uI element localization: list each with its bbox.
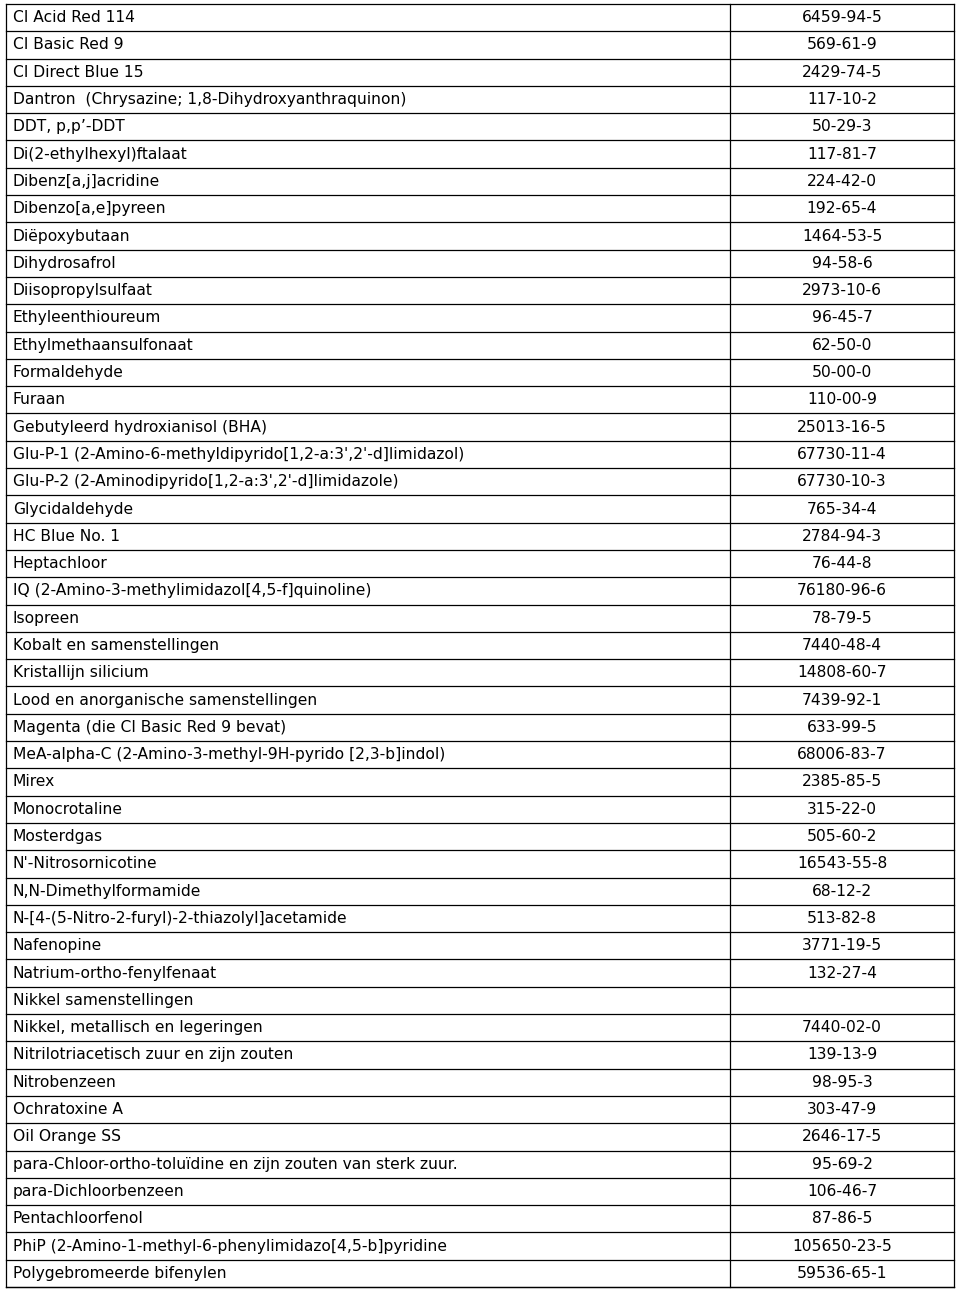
Text: 7439-92-1: 7439-92-1 — [802, 692, 882, 707]
Text: 67730-10-3: 67730-10-3 — [797, 474, 887, 489]
Text: Glu-P-2 (2-Aminodipyrido[1,2-a:3',2'-d]limidazole): Glu-P-2 (2-Aminodipyrido[1,2-a:3',2'-d]l… — [13, 474, 398, 489]
Text: IQ (2-Amino-3-methylimidazol[4,5-f]quinoline): IQ (2-Amino-3-methylimidazol[4,5-f]quino… — [13, 584, 372, 599]
Text: 87-86-5: 87-86-5 — [812, 1211, 873, 1226]
Text: Natrium-ortho-fenylfenaat: Natrium-ortho-fenylfenaat — [13, 966, 217, 981]
Text: Pentachloorfenol: Pentachloorfenol — [13, 1211, 144, 1226]
Text: 132-27-4: 132-27-4 — [807, 966, 877, 981]
Text: Furaan: Furaan — [13, 392, 66, 408]
Text: Nafenopine: Nafenopine — [13, 939, 103, 953]
Text: Ethyleenthioureum: Ethyleenthioureum — [13, 310, 161, 325]
Text: Diëpoxybutaan: Diëpoxybutaan — [13, 229, 131, 244]
Text: 78-79-5: 78-79-5 — [811, 611, 873, 626]
Text: Formaldehyde: Formaldehyde — [13, 365, 124, 380]
Text: 315-22-0: 315-22-0 — [807, 802, 877, 817]
Text: 2429-74-5: 2429-74-5 — [802, 65, 882, 80]
Text: Dihydrosafrol: Dihydrosafrol — [13, 256, 116, 271]
Text: 50-29-3: 50-29-3 — [812, 119, 873, 134]
Text: CI Basic Red 9: CI Basic Red 9 — [13, 37, 124, 53]
Text: Nikkel samenstellingen: Nikkel samenstellingen — [13, 993, 194, 1008]
Text: 98-95-3: 98-95-3 — [811, 1075, 873, 1090]
Text: Polygebromeerde bifenylen: Polygebromeerde bifenylen — [13, 1266, 227, 1281]
Text: Dantron  (Chrysazine; 1,8-Dihydroxyanthraquinon): Dantron (Chrysazine; 1,8-Dihydroxyanthra… — [13, 92, 406, 107]
Text: 117-81-7: 117-81-7 — [807, 147, 877, 161]
Text: CI Acid Red 114: CI Acid Red 114 — [13, 10, 135, 25]
Text: 67730-11-4: 67730-11-4 — [797, 447, 887, 462]
Text: MeA-alpha-C (2-Amino-3-methyl-9H-pyrido [2,3-b]indol): MeA-alpha-C (2-Amino-3-methyl-9H-pyrido … — [13, 747, 445, 762]
Text: Isopreen: Isopreen — [13, 611, 80, 626]
Text: Glu-P-1 (2-Amino-6-methyldipyrido[1,2-a:3',2'-d]limidazol): Glu-P-1 (2-Amino-6-methyldipyrido[1,2-a:… — [13, 447, 465, 462]
Text: Ethylmethaansulfonaat: Ethylmethaansulfonaat — [13, 338, 194, 352]
Text: 224-42-0: 224-42-0 — [807, 174, 877, 188]
Text: N-[4-(5-Nitro-2-furyl)-2-thiazolyl]acetamide: N-[4-(5-Nitro-2-furyl)-2-thiazolyl]aceta… — [13, 911, 348, 926]
Text: Nitrobenzeen: Nitrobenzeen — [13, 1075, 117, 1090]
Text: N,N-Dimethylformamide: N,N-Dimethylformamide — [13, 883, 202, 899]
Text: 2973-10-6: 2973-10-6 — [802, 283, 882, 298]
Text: 1464-53-5: 1464-53-5 — [802, 229, 882, 244]
Text: 6459-94-5: 6459-94-5 — [802, 10, 882, 25]
Text: 68-12-2: 68-12-2 — [812, 883, 872, 899]
Text: 76-44-8: 76-44-8 — [812, 556, 873, 571]
Text: 633-99-5: 633-99-5 — [806, 720, 877, 735]
Text: Dibenz[a,j]acridine: Dibenz[a,j]acridine — [13, 174, 160, 188]
Text: 59536-65-1: 59536-65-1 — [797, 1266, 887, 1281]
Text: Kristallijn silicium: Kristallijn silicium — [13, 665, 149, 680]
Text: 50-00-0: 50-00-0 — [812, 365, 872, 380]
Text: Magenta (die CI Basic Red 9 bevat): Magenta (die CI Basic Red 9 bevat) — [13, 720, 286, 735]
Text: 68006-83-7: 68006-83-7 — [797, 747, 887, 762]
Text: HC Blue No. 1: HC Blue No. 1 — [13, 529, 120, 544]
Text: Lood en anorganische samenstellingen: Lood en anorganische samenstellingen — [13, 692, 317, 707]
Text: 110-00-9: 110-00-9 — [807, 392, 877, 408]
Text: 94-58-6: 94-58-6 — [811, 256, 873, 271]
Text: 513-82-8: 513-82-8 — [807, 911, 877, 926]
Text: CI Direct Blue 15: CI Direct Blue 15 — [13, 65, 144, 80]
Text: Nitrilotriacetisch zuur en zijn zouten: Nitrilotriacetisch zuur en zijn zouten — [13, 1047, 294, 1062]
Text: Glycidaldehyde: Glycidaldehyde — [13, 501, 133, 516]
Text: 2385-85-5: 2385-85-5 — [802, 775, 882, 790]
Text: 765-34-4: 765-34-4 — [806, 501, 877, 516]
Text: Di(2-ethylhexyl)ftalaat: Di(2-ethylhexyl)ftalaat — [13, 147, 188, 161]
Text: N'-Nitrosornicotine: N'-Nitrosornicotine — [13, 856, 157, 871]
Text: 139-13-9: 139-13-9 — [806, 1047, 877, 1062]
Text: para-Dichloorbenzeen: para-Dichloorbenzeen — [13, 1184, 184, 1199]
Text: 505-60-2: 505-60-2 — [806, 829, 877, 844]
Text: 14808-60-7: 14808-60-7 — [797, 665, 887, 680]
Text: para-Chloor-ortho-toluïdine en zijn zouten van sterk zuur.: para-Chloor-ortho-toluïdine en zijn zout… — [13, 1157, 458, 1172]
Text: Nikkel, metallisch en legeringen: Nikkel, metallisch en legeringen — [13, 1020, 263, 1035]
Text: Ochratoxine A: Ochratoxine A — [13, 1103, 123, 1117]
Text: 25013-16-5: 25013-16-5 — [797, 420, 887, 435]
Text: Monocrotaline: Monocrotaline — [13, 802, 123, 817]
Text: Kobalt en samenstellingen: Kobalt en samenstellingen — [13, 638, 219, 653]
Text: 106-46-7: 106-46-7 — [806, 1184, 877, 1199]
Text: Mosterdgas: Mosterdgas — [13, 829, 103, 844]
Text: DDT, p,p’-DDT: DDT, p,p’-DDT — [13, 119, 125, 134]
Text: 117-10-2: 117-10-2 — [807, 92, 876, 107]
Text: Mirex: Mirex — [13, 775, 56, 790]
Text: 303-47-9: 303-47-9 — [806, 1103, 877, 1117]
Text: Diisopropylsulfaat: Diisopropylsulfaat — [13, 283, 153, 298]
Text: 7440-48-4: 7440-48-4 — [802, 638, 882, 653]
Text: 7440-02-0: 7440-02-0 — [802, 1020, 882, 1035]
Text: 16543-55-8: 16543-55-8 — [797, 856, 887, 871]
Text: 96-45-7: 96-45-7 — [811, 310, 873, 325]
Text: 192-65-4: 192-65-4 — [806, 201, 877, 216]
Text: Dibenzo[a,e]pyreen: Dibenzo[a,e]pyreen — [13, 201, 167, 216]
Text: Heptachloor: Heptachloor — [13, 556, 108, 571]
Text: 2784-94-3: 2784-94-3 — [802, 529, 882, 544]
Text: 95-69-2: 95-69-2 — [811, 1157, 873, 1172]
Text: 62-50-0: 62-50-0 — [812, 338, 873, 352]
Text: Oil Orange SS: Oil Orange SS — [13, 1130, 121, 1144]
Text: 2646-17-5: 2646-17-5 — [802, 1130, 882, 1144]
Text: Gebutyleerd hydroxianisol (BHA): Gebutyleerd hydroxianisol (BHA) — [13, 420, 267, 435]
Text: PhiP (2-Amino-1-methyl-6-phenylimidazo[4,5-b]pyridine: PhiP (2-Amino-1-methyl-6-phenylimidazo[4… — [13, 1238, 447, 1254]
Text: 569-61-9: 569-61-9 — [806, 37, 877, 53]
Text: 3771-19-5: 3771-19-5 — [802, 939, 882, 953]
Text: 76180-96-6: 76180-96-6 — [797, 584, 887, 599]
Text: 105650-23-5: 105650-23-5 — [792, 1238, 892, 1254]
